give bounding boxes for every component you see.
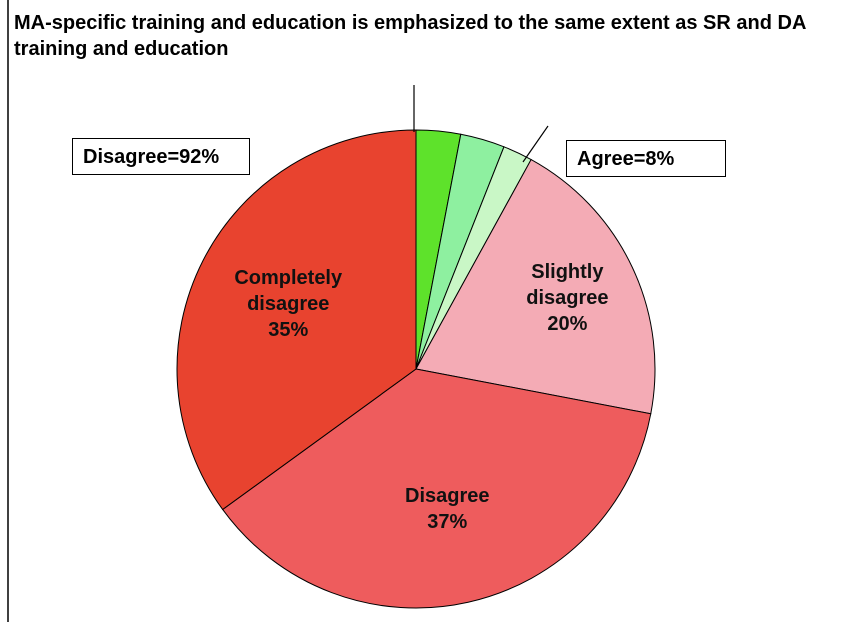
pie-slice: [415, 158, 656, 415]
annotation-box: Agree=8%: [566, 140, 726, 177]
pie-slice: [176, 129, 417, 511]
pie: [176, 129, 656, 609]
slice-label: Disagree 37%: [377, 483, 517, 535]
slice-value: 37%: [427, 510, 468, 533]
slice-value: 35%: [268, 318, 309, 341]
leader-line: [522, 125, 549, 163]
slice-label: Slightly disagree 20%: [497, 259, 637, 337]
chart-title: MA-specific training and education is em…: [14, 12, 806, 60]
slice-category: Disagree: [405, 484, 490, 507]
slice-label: Completely disagree 35%: [218, 265, 358, 343]
slice-category: Completely disagree: [234, 266, 343, 315]
pie-slice: [221, 368, 652, 609]
slice-value: 20%: [547, 312, 588, 335]
slice-category: Slightly disagree: [526, 260, 609, 309]
annotation-box: Disagree=92%: [72, 138, 250, 175]
